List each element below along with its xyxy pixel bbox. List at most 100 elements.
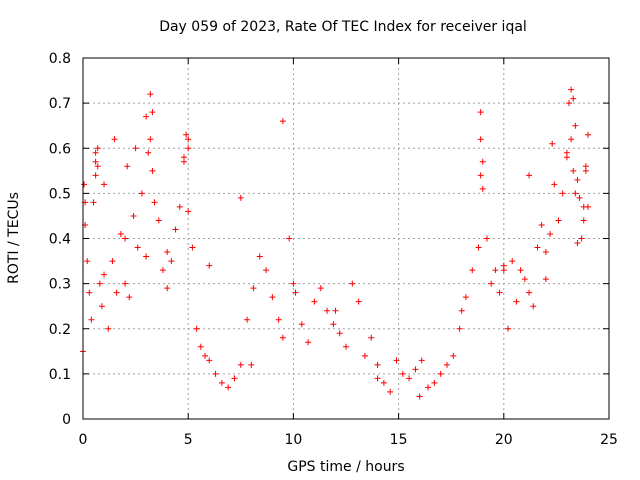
data-point <box>578 235 585 242</box>
data-point <box>456 325 463 332</box>
data-point <box>279 118 286 125</box>
data-point <box>132 145 139 152</box>
data-point <box>96 280 103 287</box>
data-point <box>92 149 99 156</box>
data-point <box>584 131 591 138</box>
data-point <box>343 343 349 350</box>
data-point <box>126 294 133 301</box>
data-point <box>225 384 232 391</box>
plot-frame <box>82 57 610 420</box>
data-point <box>298 321 305 328</box>
data-point <box>349 280 356 287</box>
data-point <box>399 370 406 377</box>
data-point <box>206 262 213 269</box>
data-point <box>542 249 549 256</box>
data-point <box>517 267 524 274</box>
data-point <box>90 199 97 206</box>
data-point <box>566 100 573 107</box>
data-point <box>185 136 192 143</box>
data-point <box>551 181 558 188</box>
data-point <box>92 158 99 165</box>
data-point <box>580 203 587 210</box>
data-point <box>168 258 175 265</box>
data-point <box>105 325 112 332</box>
data-point <box>580 217 587 224</box>
data-point <box>149 167 156 174</box>
x-tick-label: 10 <box>284 432 302 448</box>
data-point <box>286 235 293 242</box>
x-tick-label: 15 <box>390 432 408 448</box>
data-point <box>143 113 150 120</box>
data-point <box>458 307 465 314</box>
data-point <box>138 190 145 197</box>
y-tick-label: 0.1 <box>49 367 71 383</box>
data-point <box>269 294 276 301</box>
data-point <box>521 276 528 283</box>
data-point <box>250 285 257 292</box>
data-point <box>134 244 141 251</box>
data-point <box>324 307 331 314</box>
data-point <box>570 167 577 174</box>
data-point <box>113 289 120 296</box>
data-point <box>101 181 108 188</box>
data-point <box>155 217 162 224</box>
data-point <box>263 267 270 274</box>
data-point <box>81 181 88 188</box>
data-point <box>94 145 101 152</box>
data-point <box>572 190 579 197</box>
data-point <box>475 244 482 251</box>
data-point <box>111 136 118 143</box>
data-point <box>416 393 423 400</box>
data-point <box>237 361 244 368</box>
data-point <box>101 271 108 278</box>
data-point <box>147 136 154 143</box>
data-point <box>109 258 116 265</box>
data-point <box>92 172 99 179</box>
data-point <box>176 203 183 210</box>
data-point <box>477 172 484 179</box>
data-point <box>94 163 101 170</box>
data-point <box>355 298 362 305</box>
x-tick-label: 5 <box>184 432 193 448</box>
data-point <box>418 357 425 364</box>
data-point <box>151 199 158 206</box>
data-point <box>505 325 512 332</box>
data-point <box>122 280 129 287</box>
y-tick-label: 0.2 <box>49 322 71 338</box>
data-point <box>549 140 556 147</box>
data-point <box>500 267 507 274</box>
data-point <box>147 91 154 98</box>
y-tick-label: 0.5 <box>49 186 71 202</box>
data-point <box>164 285 171 292</box>
data-point <box>305 339 312 346</box>
data-point <box>124 163 131 170</box>
data-point <box>180 158 187 165</box>
data-point <box>130 212 137 219</box>
data-point <box>387 388 394 395</box>
data-point <box>479 158 486 165</box>
data-point <box>488 280 495 287</box>
data-point <box>563 149 570 156</box>
data-point <box>570 95 577 102</box>
data-point <box>193 325 200 332</box>
data-point <box>568 86 575 93</box>
data-point <box>143 253 150 260</box>
data-points <box>80 86 591 400</box>
data-point <box>374 361 381 368</box>
x-tick-label: 0 <box>79 432 88 448</box>
data-point <box>431 379 438 386</box>
data-point <box>450 352 457 359</box>
data-point <box>361 352 368 359</box>
x-tick-label: 20 <box>495 432 513 448</box>
data-point <box>292 289 299 296</box>
data-point <box>159 267 166 274</box>
y-tick-label: 0.8 <box>49 51 71 67</box>
data-point <box>332 307 339 314</box>
data-point <box>145 149 152 156</box>
data-point <box>462 294 469 301</box>
data-point <box>443 361 450 368</box>
data-point <box>526 289 533 296</box>
data-point <box>218 379 225 386</box>
data-point <box>368 334 375 341</box>
